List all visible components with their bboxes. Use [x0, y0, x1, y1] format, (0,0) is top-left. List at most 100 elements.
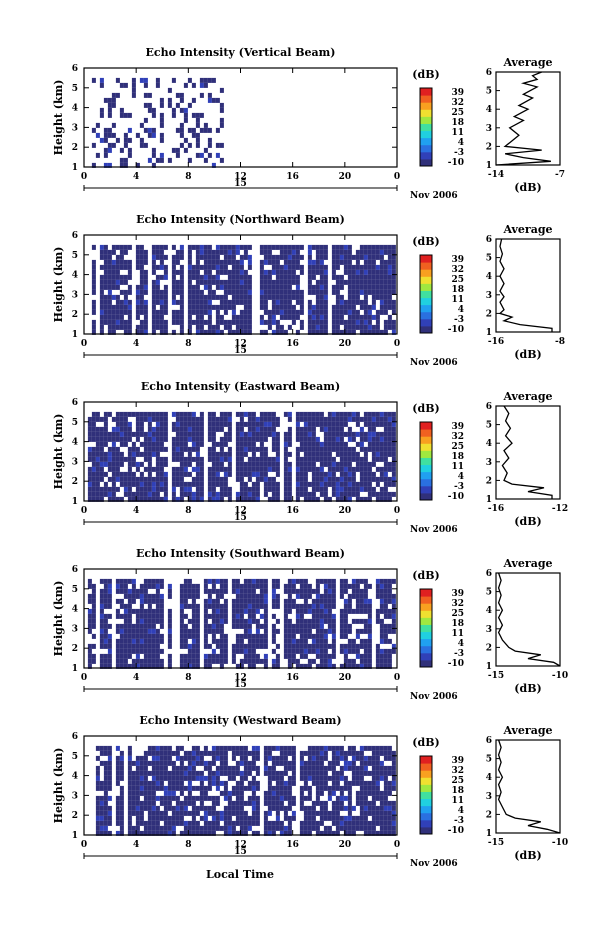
- heatmap-cell: [151, 112, 156, 118]
- heatmap-cell: [359, 745, 364, 751]
- heatmap-cell: [139, 411, 144, 417]
- heatmap-cell: [199, 279, 204, 285]
- heatmap-cell: [383, 491, 388, 497]
- heatmap-cell: [115, 436, 120, 442]
- heatmap-cell: [175, 319, 180, 325]
- heatmap-cell: [323, 264, 328, 270]
- colorbar-swatch: [420, 262, 432, 270]
- heatmap-cell: [135, 805, 140, 811]
- heatmap-cell: [211, 603, 216, 609]
- heatmap-cell: [195, 613, 200, 619]
- heatmap-cell: [367, 411, 372, 417]
- heatmap-cell: [159, 815, 164, 821]
- heatmap-cell: [251, 785, 256, 791]
- heatmap-cell: [143, 274, 148, 280]
- heatmap-cell: [331, 750, 336, 756]
- colorbar-tick-label: -3: [454, 148, 464, 158]
- heatmap-cell: [371, 790, 376, 796]
- heatmap-cell: [319, 299, 324, 305]
- heatmap-cell: [123, 638, 128, 644]
- heatmap-cell: [323, 456, 328, 462]
- heatmap-cell: [219, 451, 224, 457]
- heatmap-cell: [239, 750, 244, 756]
- heatmap-cell: [387, 663, 392, 669]
- average-frame: [495, 238, 561, 333]
- heatmap-cell: [163, 815, 168, 821]
- heatmap-cell: [231, 775, 236, 781]
- heatmap-cell: [291, 274, 296, 280]
- heatmap-cell: [215, 643, 220, 649]
- heatmap-cell: [239, 780, 244, 786]
- heatmap-cell: [335, 496, 340, 502]
- heatmap-cell: [199, 127, 204, 133]
- heatmap-cell: [183, 486, 188, 492]
- heatmap-cell: [131, 471, 136, 477]
- heatmap-cell: [163, 299, 168, 305]
- heatmap-cell: [283, 466, 288, 472]
- heatmap-cell: [247, 780, 252, 786]
- heatmap-cell: [119, 314, 124, 320]
- heatmap-cell: [163, 289, 168, 295]
- heatmap-cell: [391, 830, 396, 836]
- heatmap-cell: [239, 583, 244, 589]
- heatmap-cell: [155, 815, 160, 821]
- heatmap-cell: [359, 618, 364, 624]
- heatmap-cell: [119, 309, 124, 315]
- heatmap-cell: [199, 805, 204, 811]
- heatmap-cell: [247, 613, 252, 619]
- heatmap-cell: [235, 810, 240, 816]
- heatmap-cell: [303, 663, 308, 669]
- heatmap-cell: [371, 820, 376, 826]
- heatmap-cell: [327, 441, 332, 447]
- heatmap-cell: [271, 431, 276, 437]
- heatmap-cell: [375, 663, 380, 669]
- heatmap-cell: [223, 486, 228, 492]
- heatmap-cell: [207, 289, 212, 295]
- heatmap-cell: [243, 653, 248, 659]
- heatmap-cell: [191, 598, 196, 604]
- heatmap-cell: [339, 755, 344, 761]
- heatmap-cell: [219, 780, 224, 786]
- heatmap-cell: [159, 157, 164, 163]
- heatmap-cell: [239, 451, 244, 457]
- heatmap-cell: [311, 770, 316, 776]
- heatmap-cell: [359, 578, 364, 584]
- heatmap-cell: [279, 254, 284, 260]
- heatmap-cell: [287, 299, 292, 305]
- average-y-tick-label: 4: [486, 439, 492, 449]
- heatmap-cell: [107, 284, 112, 290]
- heatmap-cell: [95, 820, 100, 826]
- heatmap-cell: [295, 648, 300, 654]
- heatmap-cell: [155, 426, 160, 432]
- heatmap-cell: [359, 274, 364, 280]
- heatmap-cell: [367, 446, 372, 452]
- heatmap-cell: [123, 112, 128, 118]
- average-y-tick-label: 1: [486, 829, 492, 839]
- heatmap-cell: [179, 466, 184, 472]
- heatmap-cell: [243, 314, 248, 320]
- average-x-tick-label: -10: [552, 838, 568, 848]
- colorbar-swatch: [420, 659, 432, 668]
- heatmap-cell: [235, 790, 240, 796]
- heatmap-cell: [283, 456, 288, 462]
- heatmap-cell: [111, 461, 116, 467]
- heatmap-cell: [191, 294, 196, 300]
- heatmap-cell: [319, 745, 324, 751]
- heatmap-cell: [211, 289, 216, 295]
- heatmap-cell: [267, 416, 272, 422]
- heatmap-cell: [95, 800, 100, 806]
- heatmap-cell: [119, 658, 124, 664]
- heatmap-cell: [387, 481, 392, 487]
- heatmap-cell: [143, 476, 148, 482]
- heatmap-cell: [367, 790, 372, 796]
- heatmap-cell: [275, 324, 280, 330]
- heatmap-cell: [139, 593, 144, 599]
- heatmap-cell: [99, 800, 104, 806]
- heatmap-cell: [383, 481, 388, 487]
- heatmap-cell: [315, 825, 320, 831]
- heatmap-cell: [247, 314, 252, 320]
- heatmap-cell: [159, 755, 164, 761]
- heatmap-cell: [183, 795, 188, 801]
- heatmap-cell: [151, 593, 156, 599]
- heatmap-cell: [227, 486, 232, 492]
